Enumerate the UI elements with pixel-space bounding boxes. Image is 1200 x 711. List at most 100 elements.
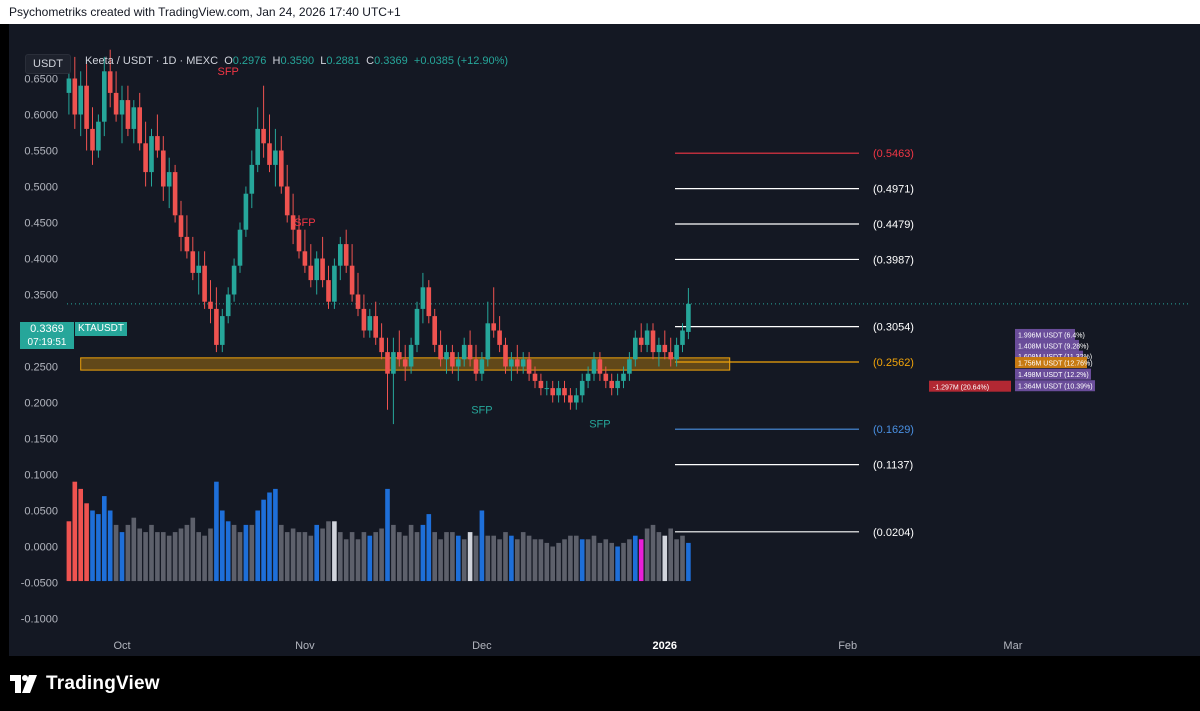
volume-bar [414, 532, 420, 582]
candle-body [202, 265, 207, 302]
volume-bar [137, 528, 142, 582]
y-tick-label: 0.1500 [24, 434, 58, 446]
volume-bar [102, 496, 107, 582]
volume-bar [644, 528, 650, 582]
volume-bar [538, 539, 544, 582]
y-tick-label: 0.4000 [24, 254, 58, 266]
volume-bar [438, 539, 443, 582]
fib-level-label: (0.4971) [873, 184, 914, 196]
volume-bar [603, 539, 609, 582]
candle-body [314, 258, 319, 281]
candle-body [532, 373, 538, 381]
candle-body [538, 380, 544, 389]
sfp-annotation: SFP [217, 66, 238, 78]
volume-bar [161, 532, 166, 582]
volume-bar [432, 532, 437, 582]
symbol-tag: KTAUSDT [75, 322, 127, 336]
y-tick-label: 0.3500 [24, 290, 58, 302]
volume-bar [497, 539, 502, 582]
legend-low-label: L [320, 55, 327, 67]
candle-body [420, 287, 426, 309]
volume-bar [574, 535, 579, 582]
fib-level-label: (0.0204) [873, 527, 914, 539]
profile-bar-buy [1015, 328, 1075, 340]
candle-body [509, 359, 514, 367]
candle-body [461, 344, 467, 360]
volume-bar [143, 532, 148, 582]
candle-body [485, 323, 491, 360]
volume-bar [550, 546, 555, 582]
volume-bar [379, 528, 384, 582]
volume-bar [680, 535, 685, 582]
candle-body [562, 388, 567, 396]
price-chart[interactable]: 0.6500 0.6000 0.5500 0.5000 0.4500 0.4000 0.35… [9, 24, 1200, 656]
candle-body [208, 301, 213, 309]
volume-bar [131, 517, 137, 582]
volume-bar [627, 539, 632, 582]
legend-high-label: H [272, 55, 281, 67]
volume-bar [568, 535, 573, 582]
legend-open: 0.2976 [232, 55, 267, 67]
candle-body [225, 294, 231, 317]
candle-body [621, 373, 626, 381]
candle-body [609, 380, 614, 389]
candle-body [473, 359, 479, 374]
volume-bar [149, 524, 154, 582]
volume-bar [556, 542, 561, 582]
volume-bar [172, 532, 178, 582]
chart-panel[interactable]: 0.6500 0.6000 0.5500 0.5000 0.4500 0.4000 0.35… [9, 24, 1200, 656]
candle-body [568, 395, 573, 403]
legend-symbol: Keeta / USDT · 1D · MEXC [85, 55, 219, 67]
candle-body [597, 359, 603, 374]
volume-bar [190, 517, 196, 582]
candle-body [237, 229, 243, 266]
y-tick-label: -0.0500 [21, 578, 58, 590]
candle-body [231, 265, 237, 295]
candle-body [686, 303, 691, 332]
legend-high: 0.3590 [280, 55, 315, 67]
volume-bar [373, 532, 378, 582]
candle-body [302, 251, 308, 266]
profile-bar-buy [1015, 350, 1083, 362]
volume-bar [349, 532, 355, 582]
candle-body [662, 344, 668, 353]
volume-bar [402, 535, 408, 582]
candle-body [96, 121, 101, 151]
candle-body [279, 150, 284, 187]
candle-body [479, 359, 485, 374]
profile-bar-buy [1015, 380, 1095, 392]
symbol-selector[interactable]: USDT [25, 54, 71, 74]
candle-body [373, 316, 378, 338]
volume-bar [361, 532, 367, 582]
candle-body [615, 380, 620, 389]
bar-countdown: 07:19:51 [20, 336, 74, 349]
volume-bar [119, 532, 125, 582]
candle-body [638, 337, 644, 345]
candle-body [550, 388, 555, 396]
candle-body [137, 107, 142, 144]
volume-bar [249, 524, 255, 582]
volume-bar [78, 488, 83, 582]
volume-bar [296, 532, 302, 582]
x-tick-label: Mar [1003, 640, 1022, 652]
volume-bar [338, 532, 343, 582]
volume-bar [638, 539, 644, 582]
volume-bar [668, 528, 673, 582]
candle-body [391, 352, 396, 374]
volume-bar [184, 524, 190, 582]
candle-body [131, 107, 137, 129]
candle-body [627, 359, 632, 374]
attribution-text: Psychometriks created with TradingView.c… [9, 5, 401, 19]
candle-body [432, 316, 437, 345]
candle-body [680, 330, 685, 345]
y-tick-label: 0.0000 [24, 542, 58, 554]
volume-bar [609, 542, 614, 582]
y-tick-label: 0.6500 [24, 74, 58, 86]
volume-bar [202, 535, 207, 582]
volume-bar [302, 532, 308, 582]
volume-bar [662, 535, 668, 582]
tradingview-logo-icon [10, 675, 37, 693]
volume-bar [650, 524, 656, 582]
candle-body [674, 344, 679, 360]
volume-bar [479, 510, 485, 582]
